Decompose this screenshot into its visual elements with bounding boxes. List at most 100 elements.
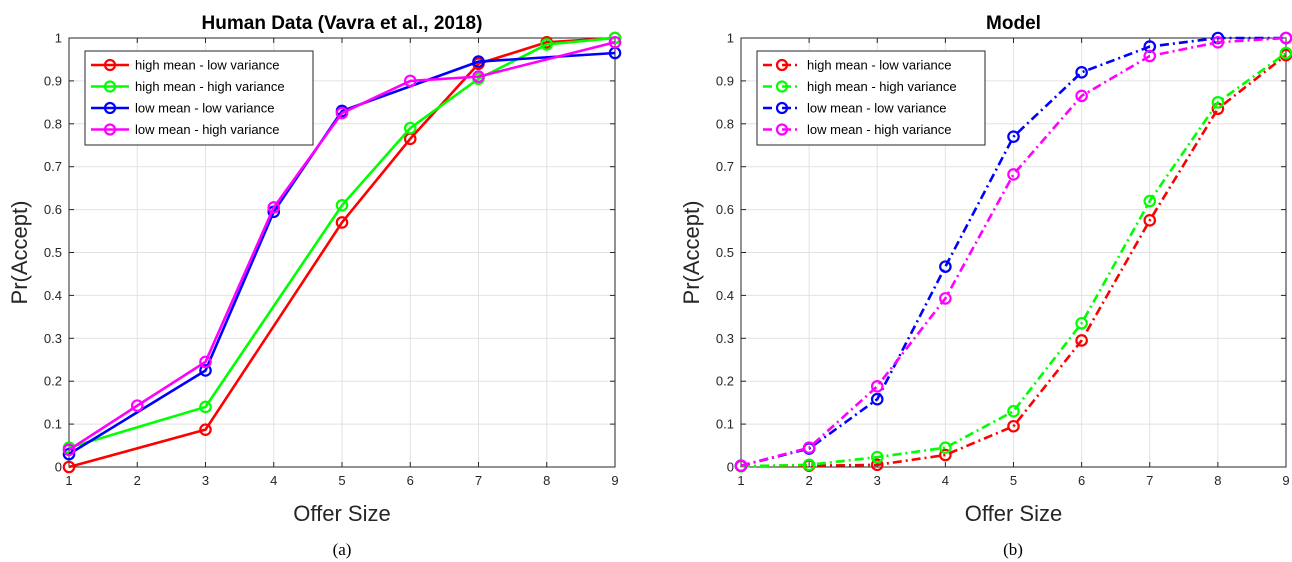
series-line [68, 36, 616, 449]
legend-entry-label: high mean - high variance [807, 79, 957, 94]
data-point [939, 292, 952, 305]
x-tick-label: 6 [407, 473, 414, 488]
panel-a-y-axis-label: Pr(Accept) [7, 201, 32, 305]
legend-entry-label: low mean - low variance [807, 101, 946, 116]
x-tick-label: 8 [1214, 473, 1221, 488]
x-tick-label: 1 [737, 473, 744, 488]
panel-b-series-group [734, 31, 1292, 473]
panel-b-legend: high mean - low variance high mean - high… [756, 50, 986, 146]
x-tick-label: 4 [942, 473, 949, 488]
y-tick-label: 0.6 [44, 202, 62, 217]
y-tick-label: 0.6 [716, 202, 734, 217]
data-point [335, 199, 349, 212]
legend-swatch-marker [103, 123, 117, 136]
data-point [1075, 89, 1088, 103]
x-tick-label: 7 [1146, 473, 1153, 488]
y-tick-label: 0.3 [716, 331, 734, 346]
data-point [62, 460, 76, 474]
data-point [1075, 316, 1088, 330]
panel-a-x-axis-label: Offer Size [293, 501, 390, 526]
x-tick-label: 3 [202, 473, 209, 488]
data-point [199, 355, 212, 369]
data-point [403, 74, 417, 88]
panel-b-caption: (b) [1003, 540, 1023, 559]
data-point [939, 441, 952, 454]
x-tick-label: 9 [611, 473, 618, 488]
y-tick-label: 0 [55, 460, 62, 475]
data-point [199, 364, 212, 377]
data-point [472, 70, 485, 83]
data-point [540, 38, 554, 51]
data-point [62, 443, 76, 457]
data-point [1007, 419, 1020, 433]
x-tick-label: 4 [270, 473, 277, 488]
legend-entry-label: high mean - low variance [807, 58, 952, 73]
y-tick-label: 0.1 [716, 417, 734, 432]
series-line [68, 36, 616, 469]
series-line [740, 54, 1287, 468]
y-tick-label: 0.8 [44, 116, 62, 131]
series-line [740, 36, 1286, 467]
y-tick-label: 0.8 [716, 116, 734, 131]
y-tick-label: 1 [727, 31, 734, 46]
y-tick-label: 0.1 [44, 417, 62, 432]
x-tick-label: 3 [874, 473, 881, 488]
series-low-mean-high-variance [62, 35, 622, 457]
legend-swatch-marker [103, 101, 117, 115]
data-point [335, 106, 349, 120]
series-line [740, 51, 1287, 468]
panel-a-title: Human Data (Vavra et al., 2018) [202, 13, 483, 34]
panel-a-caption: (a) [333, 540, 352, 559]
panel-b-chart: 1 2 3 4 5 6 7 8 9 0 0.1 0.2 0.3 0.4 0.5 0.6 0.7 0.8 0.9 1 Mo… [679, 13, 1292, 559]
series-low-mean-high-variance [734, 31, 1292, 473]
series-line [68, 41, 616, 451]
data-point [734, 459, 748, 473]
y-tick-label: 0.7 [716, 159, 734, 174]
data-point [870, 380, 884, 393]
legend-entry-label: high mean - high variance [135, 79, 285, 94]
data-point [1279, 31, 1292, 45]
data-point [267, 201, 281, 214]
data-point [1143, 214, 1157, 227]
y-tick-label: 0.5 [44, 245, 62, 260]
data-point [802, 441, 816, 454]
y-tick-label: 0.5 [716, 245, 734, 260]
x-tick-label: 9 [1282, 473, 1289, 488]
y-tick-label: 0.7 [44, 159, 62, 174]
data-point [870, 392, 884, 406]
data-point [1211, 35, 1225, 49]
legend-swatch-marker [775, 101, 789, 115]
panel-a-chart: 1 2 3 4 5 6 7 8 9 0 0.1 0.2 0.3 0.4 0.5 0.6 0.7 0.8 0.9 1 Hu… [7, 13, 622, 559]
data-point [1007, 130, 1020, 143]
data-point [870, 458, 884, 472]
data-point [608, 35, 622, 49]
x-tick-label: 2 [134, 473, 141, 488]
data-point [199, 423, 212, 436]
legend-swatch-marker [103, 80, 117, 93]
data-point [1075, 334, 1088, 347]
series-line [740, 36, 1287, 467]
y-tick-label: 0.4 [716, 288, 734, 303]
x-tick-label: 5 [338, 473, 345, 488]
legend-entry-label: low mean - high variance [135, 122, 280, 137]
data-point [1075, 66, 1088, 79]
legend-swatch-marker [775, 123, 789, 136]
legend-entry-label: low mean - high variance [807, 122, 952, 137]
x-tick-label: 8 [543, 473, 550, 488]
panel-a-legend: high mean - low variance high mean - high… [84, 50, 314, 146]
data-point [199, 400, 212, 414]
y-tick-label: 0.2 [44, 374, 62, 389]
x-tick-label: 1 [65, 473, 72, 488]
panel-b-x-axis-label: Offer Size [965, 501, 1062, 526]
data-point [939, 448, 952, 462]
panel-a-series-group [62, 31, 622, 474]
data-point [472, 55, 485, 68]
panel-b-title: Model [986, 13, 1041, 34]
legend-entry-label: high mean - low variance [135, 58, 280, 73]
data-point [939, 260, 952, 273]
y-tick-label: 0.4 [44, 288, 62, 303]
data-point [1007, 168, 1020, 181]
data-point [802, 458, 816, 472]
y-tick-label: 0.3 [44, 331, 62, 346]
